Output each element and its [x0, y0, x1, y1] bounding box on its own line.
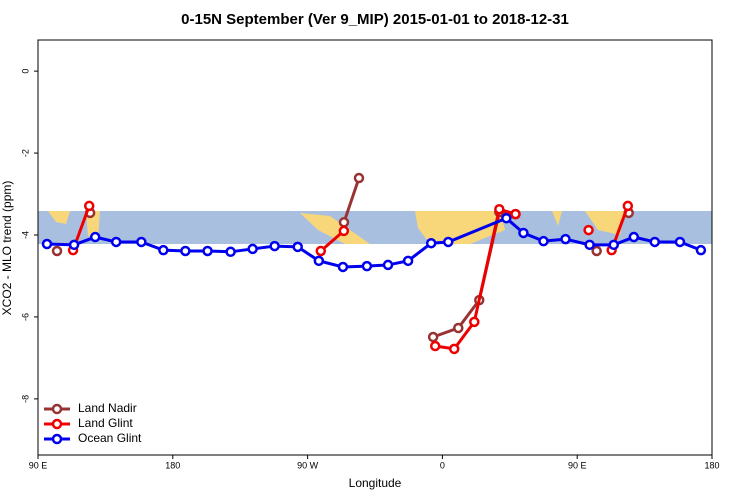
- data-point: [202, 245, 213, 257]
- data-point: [583, 224, 594, 236]
- plot-frame: [37, 39, 713, 456]
- data-point: [608, 239, 619, 251]
- data-point: [315, 245, 327, 257]
- data-point: [429, 340, 441, 352]
- data-point: [448, 343, 460, 355]
- data-point: [510, 208, 521, 220]
- data-point: [427, 331, 439, 343]
- y-tick-label: -6: [20, 313, 30, 321]
- land: [48, 211, 70, 224]
- land: [300, 213, 370, 244]
- data-point: [338, 225, 350, 237]
- data-point: [453, 322, 464, 334]
- data-point: [51, 245, 63, 257]
- data-point: [225, 246, 236, 258]
- legend-label: Land Glint: [78, 416, 133, 430]
- data-point: [68, 239, 80, 251]
- data-point: [591, 245, 602, 257]
- x-tick-label: 0: [440, 460, 445, 470]
- data-point: [313, 255, 325, 267]
- data-point: [338, 217, 350, 228]
- data-point: [136, 236, 147, 248]
- data-point: [469, 316, 480, 328]
- data-point: [622, 200, 634, 212]
- chart-title: 0-15N September (Ver 9_MIP) 2015-01-01 t…: [181, 11, 569, 28]
- data-point: [247, 243, 258, 255]
- land: [585, 211, 625, 235]
- data-point: [649, 236, 661, 248]
- data-point: [41, 238, 53, 250]
- data-point: [560, 233, 571, 245]
- legend-label: Land Nadir: [78, 401, 137, 415]
- y-tick-label: -2: [20, 149, 30, 157]
- data-point: [361, 260, 373, 272]
- land: [552, 211, 562, 226]
- data-point: [518, 227, 529, 239]
- data-point: [538, 235, 549, 247]
- data-point: [494, 203, 505, 215]
- x-tick-label: 90 E: [29, 460, 48, 470]
- legend-marker: [51, 433, 63, 445]
- y-tick-label: 0: [20, 69, 30, 74]
- x-tick-label: 90 W: [297, 460, 319, 470]
- data-point: [425, 237, 437, 249]
- data-point: [501, 212, 512, 224]
- data-point: [83, 200, 95, 212]
- land: [415, 211, 505, 244]
- data-point: [695, 244, 707, 256]
- map-band: [38, 211, 712, 244]
- y-axis-label: XCO2 - MLO trend (ppm): [0, 181, 14, 316]
- data-point: [628, 231, 640, 243]
- y-tick-label: -4: [20, 231, 30, 239]
- data-point: [110, 236, 122, 248]
- data-point: [158, 244, 169, 256]
- x-tick-label: 180: [165, 460, 180, 470]
- x-axis-label: Longitude: [349, 476, 402, 490]
- data-point: [674, 236, 686, 248]
- data-point: [89, 231, 101, 243]
- data-point: [382, 259, 394, 271]
- data-point: [442, 236, 454, 248]
- legend-label: Ocean Glint: [78, 431, 142, 445]
- data-point: [292, 241, 303, 253]
- data-point: [353, 172, 365, 184]
- series-line: [71, 205, 630, 351]
- data-point: [584, 239, 595, 251]
- x-tick-label: 90 E: [568, 460, 587, 470]
- x-tick-label: 180: [704, 460, 719, 470]
- legend-marker: [51, 403, 63, 415]
- data-point: [180, 245, 191, 257]
- data-point: [337, 261, 349, 273]
- series-line: [344, 178, 629, 337]
- data-point: [402, 255, 414, 267]
- legend-marker: [51, 418, 63, 430]
- y-tick-label: -8: [20, 395, 30, 403]
- data-point: [269, 240, 280, 252]
